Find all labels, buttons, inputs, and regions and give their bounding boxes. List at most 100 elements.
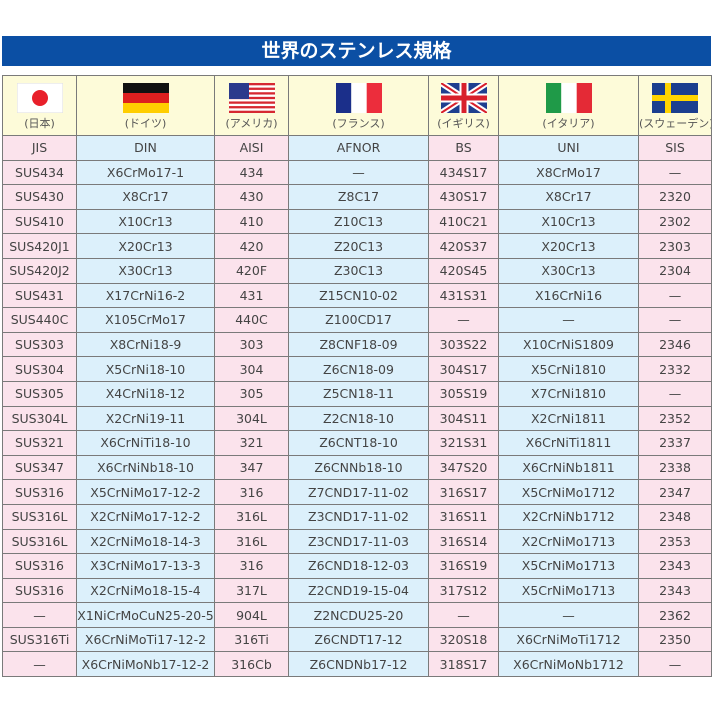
cell-sis: 2350 <box>638 626 712 653</box>
table-row: SUS304 X5CrNi18-10 304 Z6CN18-09 304S17 X5CrN… <box>2 356 712 382</box>
cell-uni: X2CrNiMo1713 <box>498 528 639 555</box>
cell-jis: SUS420J1 <box>2 233 77 259</box>
cell-sis: — <box>638 651 712 678</box>
cell-bs: 316S14 <box>428 528 499 555</box>
cell-din: X8CrNi18-9 <box>76 331 215 358</box>
cell-afnor: Z8C17 <box>288 184 429 210</box>
cell-aisi: 316 <box>214 553 289 579</box>
cell-sis: 2320 <box>638 184 712 210</box>
cell-din: X4CrNi18-12 <box>76 380 215 407</box>
cell-uni: X10CrNiS1809 <box>498 331 639 358</box>
usa-flag-icon <box>228 83 275 113</box>
column-header-uni: UNI <box>498 135 639 161</box>
stainless-standards-table: (日本) (ドイツ) (アメリカ) (フランス) (イギリス) (イタリア) (… <box>2 75 712 678</box>
cell-uni: X2CrNiNb1712 <box>498 503 639 530</box>
italy-flag-icon <box>545 83 592 113</box>
cell-jis: — <box>2 651 77 678</box>
cell-aisi: 420F <box>214 257 289 284</box>
country-name: (ドイツ) <box>124 117 167 130</box>
cell-uni: X5CrNi1810 <box>498 356 639 382</box>
country-usa: (アメリカ) <box>214 75 289 136</box>
cell-bs: — <box>428 602 499 628</box>
cell-bs: 434S17 <box>428 159 499 186</box>
cell-aisi: 304L <box>214 405 289 432</box>
cell-bs: — <box>428 307 499 333</box>
cell-afnor: Z6CNDT17-12 <box>288 626 429 653</box>
cell-uni: X5CrNiMo1713 <box>498 553 639 579</box>
cell-jis: SUS305 <box>2 380 77 407</box>
cell-bs: 430S17 <box>428 184 499 210</box>
cell-jis: SUS316 <box>2 479 77 505</box>
cell-sis: 2346 <box>638 331 712 358</box>
cell-afnor: Z20C13 <box>288 233 429 259</box>
cell-bs: 316S11 <box>428 503 499 530</box>
cell-uni: — <box>498 307 639 333</box>
table-row: SUS316 X5CrNiMo17-12-2 316 Z7CND17-11-02 316… <box>2 479 712 505</box>
cell-uni: X8Cr17 <box>498 184 639 210</box>
table-row: SUS431 X17CrNi16-2 431 Z15CN10-02 431S31 X16C… <box>2 282 712 309</box>
country-uk: (イギリス) <box>428 75 499 136</box>
cell-aisi: 440C <box>214 307 289 333</box>
cell-bs: 321S31 <box>428 430 499 456</box>
cell-uni: X5CrNiMo1713 <box>498 577 639 604</box>
table-row: SUS316L X2CrNiMo18-14-3 316L Z3CND17-11-03 3… <box>2 528 712 555</box>
cell-aisi: 431 <box>214 282 289 309</box>
cell-bs: 420S45 <box>428 257 499 284</box>
table-row: SUS347 X6CrNiNb18-10 347 Z6CNNb18-10 347S20 X… <box>2 454 712 481</box>
cell-aisi: 304 <box>214 356 289 382</box>
cell-bs: 305S19 <box>428 380 499 407</box>
cell-sis: — <box>638 380 712 407</box>
cell-jis: SUS440C <box>2 307 77 333</box>
cell-bs: 304S17 <box>428 356 499 382</box>
country-name: (イタリア) <box>542 117 595 130</box>
cell-jis: SUS316 <box>2 577 77 604</box>
cell-aisi: 316Cb <box>214 651 289 678</box>
cell-sis: 2303 <box>638 233 712 259</box>
cell-afnor: Z5CN18-11 <box>288 380 429 407</box>
table-row: SUS434 X6CrMo17-1 434—434S17 X8CrMo17— <box>2 159 712 186</box>
cell-sis: 2353 <box>638 528 712 555</box>
cell-aisi: 347 <box>214 454 289 481</box>
cell-uni: X6CrNiTi1811 <box>498 430 639 456</box>
cell-aisi: 316Ti <box>214 626 289 653</box>
country-name: (フランス) <box>332 117 385 130</box>
page-title: 世界のステンレス規格 <box>2 36 711 66</box>
cell-afnor: Z6CNNb18-10 <box>288 454 429 481</box>
cell-sis: 2343 <box>638 553 712 579</box>
cell-uni: X10Cr13 <box>498 208 639 235</box>
cell-afnor: Z2CN18-10 <box>288 405 429 432</box>
column-header-aisi: AISI <box>214 135 289 161</box>
table-row: SUS316Ti X6CrNiMoTi17-12-2 316Ti Z6CNDT17-1… <box>2 626 712 653</box>
cell-afnor: Z100CD17 <box>288 307 429 333</box>
country-name: (イギリス) <box>437 117 490 130</box>
cell-jis: SUS321 <box>2 430 77 456</box>
cell-aisi: 904L <box>214 602 289 628</box>
cell-din: X8Cr17 <box>76 184 215 210</box>
cell-din: X3CrNiMo17-13-3 <box>76 553 215 579</box>
column-header-afnor: AFNOR <box>288 135 429 161</box>
cell-din: X6CrNiNb18-10 <box>76 454 215 481</box>
cell-afnor: Z7CND17-11-02 <box>288 479 429 505</box>
cell-uni: — <box>498 602 639 628</box>
cell-afnor: Z15CN10-02 <box>288 282 429 309</box>
cell-jis: SUS430 <box>2 184 77 210</box>
cell-aisi: 305 <box>214 380 289 407</box>
cell-uni: X6CrNiNb1811 <box>498 454 639 481</box>
cell-afnor: Z8CNF18-09 <box>288 331 429 358</box>
cell-bs: 316S19 <box>428 553 499 579</box>
cell-aisi: 410 <box>214 208 289 235</box>
country-name: (スウェーデン) <box>639 117 712 130</box>
cell-sis: 2348 <box>638 503 712 530</box>
cell-din: X105CrMo17 <box>76 307 215 333</box>
table-row: SUS303 X8CrNi18-9 303 Z8CNF18-09 303S22 X10Cr… <box>2 331 712 358</box>
cell-aisi: 303 <box>214 331 289 358</box>
table-row: SUS410 X10Cr13 410 Z10C13 410C21 X10Cr13 2302 <box>2 208 712 235</box>
cell-sis: — <box>638 282 712 309</box>
cell-uni: X6CrNiMoNb1712 <box>498 651 639 678</box>
cell-afnor: Z30C13 <box>288 257 429 284</box>
cell-din: X2CrNiMo17-12-2 <box>76 503 215 530</box>
japan-flag-icon <box>16 83 63 113</box>
cell-jis: SUS420J2 <box>2 257 77 284</box>
country-france: (フランス) <box>288 75 429 136</box>
cell-uni: X8CrMo17 <box>498 159 639 186</box>
